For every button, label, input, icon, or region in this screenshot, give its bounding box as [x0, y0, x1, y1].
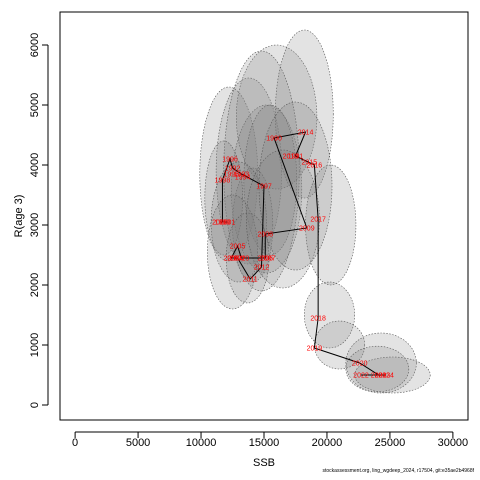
y-tick-label-0: 0	[29, 402, 41, 408]
year-label-1991: 1991	[288, 154, 304, 161]
x-tick-label-5000: 5000	[126, 437, 150, 449]
x-axis: 0 5000 10000 15000 20000 25000 30000	[72, 431, 469, 449]
year-label-1997: 1997	[256, 184, 272, 191]
year-label-1992: 1992	[225, 166, 241, 173]
year-label-2014: 2014	[298, 130, 314, 137]
confidence-ellipse-8	[204, 140, 243, 256]
year-label-2004: 2004	[227, 256, 243, 263]
year-label-2023: 2023	[375, 373, 391, 380]
year-label-1994: 1994	[235, 175, 251, 182]
year-label-2002: 2002	[230, 256, 246, 263]
year-label-2015: 2015	[302, 160, 318, 167]
x-tick-label-25000: 25000	[375, 437, 406, 449]
y-axis: 0 1000 2000 3000 4000 5000 6000	[29, 33, 49, 408]
confidence-ellipse-0	[199, 86, 259, 262]
year-label-1993: 1993	[234, 172, 250, 179]
x-tick-label-30000: 30000	[438, 437, 469, 449]
year-label-2016: 2016	[307, 163, 323, 170]
year-label-2019: 2019	[307, 346, 323, 353]
year-label-1995: 1995	[223, 172, 239, 179]
year-label-2003: 2003	[223, 256, 239, 263]
year-label-2005: 2005	[230, 244, 246, 251]
confidence-ellipse-16	[314, 320, 366, 370]
footnote: stockassessment.org, ling_wgdeep_2024, r…	[322, 468, 475, 474]
year-label-2007: 2007	[260, 256, 276, 263]
year-label-2010: 2010	[234, 256, 250, 263]
x-axis-title: SSB	[253, 457, 275, 469]
year-label-1999: 1999	[215, 220, 231, 227]
year-label-2008: 2008	[257, 232, 273, 239]
year-label-2021: 2021	[371, 373, 387, 380]
year-label-1990: 1990	[266, 136, 282, 143]
year-label-2011: 2011	[243, 277, 258, 284]
x-tick-label-0: 0	[72, 437, 78, 449]
confidence-ellipse-7	[223, 50, 300, 292]
y-tick-label-6000: 6000	[29, 33, 41, 57]
year-label-2013: 2013	[283, 154, 299, 161]
year-label-2020: 2020	[352, 361, 368, 368]
year-label-2001: 2001	[220, 220, 236, 227]
confidence-ellipse-10	[207, 194, 259, 310]
confidence-ellipse-14	[258, 101, 333, 271]
plot-box	[59, 11, 469, 421]
year-label-2000: 2000	[212, 220, 228, 227]
x-tick-label-20000: 20000	[312, 437, 343, 449]
confidence-ellipse-19	[345, 345, 410, 393]
y-tick-label-4000: 4000	[29, 153, 41, 177]
trajectory-line	[219, 131, 387, 376]
year-label-1996: 1996	[222, 157, 238, 164]
year-label-1998: 1998	[215, 178, 231, 185]
confidence-ellipse-18	[354, 356, 431, 394]
year-label-2012: 2012	[254, 265, 270, 272]
confidence-ellipse-4	[275, 29, 334, 199]
year-label-2009: 2009	[299, 226, 315, 233]
confidence-ellipses	[199, 29, 431, 394]
x-tick-label-10000: 10000	[186, 437, 217, 449]
year-label-2006: 2006	[257, 256, 273, 263]
y-tick-label-5000: 5000	[29, 93, 41, 117]
y-tick-label-2000: 2000	[29, 273, 41, 297]
confidence-ellipse-12	[246, 149, 320, 289]
year-label-2017: 2017	[310, 217, 326, 224]
year-label-2018: 2018	[310, 316, 326, 323]
year-label-2022: 2022	[353, 373, 369, 380]
year-label-2024: 2024	[378, 373, 394, 380]
y-axis-title: R(age 3)	[13, 195, 25, 238]
confidence-ellipse-9	[210, 161, 267, 283]
y-tick-label-1000: 1000	[29, 333, 41, 357]
y-tick-label-3000: 3000	[29, 213, 41, 237]
confidence-ellipse-6	[232, 167, 274, 283]
confidence-ellipse-17	[345, 332, 417, 394]
ssb-recruitment-trajectory	[219, 131, 387, 376]
x-tick-label-15000: 15000	[249, 437, 280, 449]
